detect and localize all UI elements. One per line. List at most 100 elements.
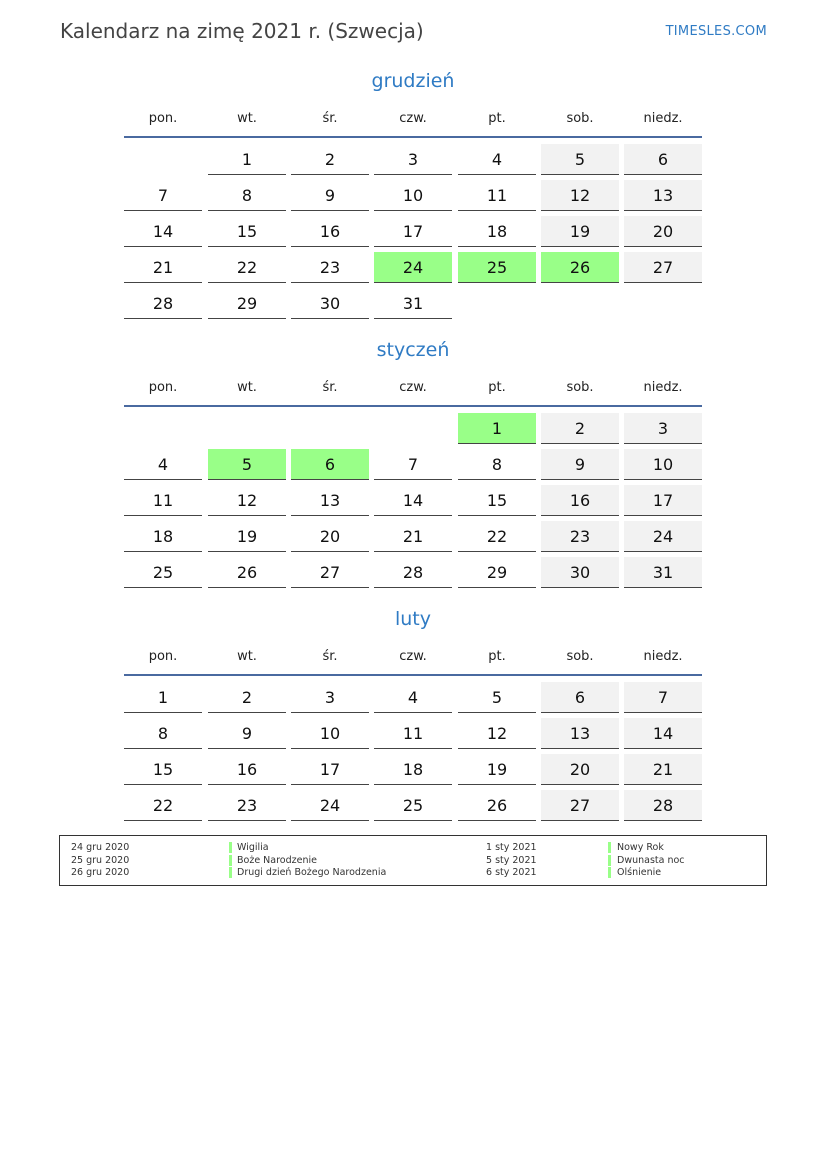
day-cell: 29 — [458, 557, 536, 588]
weekday-header: śr. — [322, 111, 338, 126]
day-cell: 12 — [458, 718, 536, 749]
holiday-date: 26 gru 2020 — [71, 867, 130, 878]
weekday-header: czw. — [399, 380, 427, 395]
day-cell: 20 — [291, 521, 369, 552]
day-cell: 24 — [374, 252, 452, 283]
holiday-name: Wigilia — [237, 842, 269, 853]
day-cell: 16 — [291, 216, 369, 247]
day-cell: 22 — [208, 252, 286, 283]
day-cell: 15 — [124, 754, 202, 785]
day-cell: 5 — [541, 144, 619, 175]
weekday-header: pon. — [148, 111, 178, 126]
day-cell: 27 — [541, 790, 619, 821]
day-cell: 11 — [124, 485, 202, 516]
day-cell: 14 — [374, 485, 452, 516]
day-cell: 25 — [124, 557, 202, 588]
holiday-date: 24 gru 2020 — [71, 842, 130, 853]
day-cell: 23 — [291, 252, 369, 283]
day-cell: 25 — [458, 252, 536, 283]
day-cell: 21 — [374, 521, 452, 552]
day-cell: 10 — [291, 718, 369, 749]
day-cell: 13 — [291, 485, 369, 516]
day-cell: 2 — [541, 413, 619, 444]
weekday-header: czw. — [399, 649, 427, 664]
weekday-header: śr. — [322, 380, 338, 395]
day-cell: 2 — [291, 144, 369, 175]
month-title: styczeń — [376, 339, 450, 361]
day-cell: 26 — [208, 557, 286, 588]
day-cell: 17 — [374, 216, 452, 247]
weekday-header: pt. — [488, 380, 506, 395]
weekday-header: wt. — [237, 380, 257, 395]
holiday-name: Dwunasta noc — [617, 854, 685, 866]
holiday-date: 25 gru 2020 — [71, 854, 130, 866]
day-cell: 3 — [291, 682, 369, 713]
weekday-header: wt. — [237, 111, 257, 126]
day-cell: 29 — [208, 288, 286, 319]
weekday-header: pon. — [148, 649, 178, 664]
header-divider — [124, 136, 702, 138]
day-cell: 5 — [458, 682, 536, 713]
holiday-marker — [608, 854, 611, 866]
day-cell: 19 — [208, 521, 286, 552]
day-cell: 24 — [624, 521, 702, 552]
weekday-header: pon. — [148, 380, 178, 395]
holiday-name: Boże Narodzenie — [237, 854, 317, 866]
day-cell: 9 — [541, 449, 619, 480]
day-cell: 31 — [374, 288, 452, 319]
month-title: grudzień — [371, 70, 455, 92]
day-cell: 15 — [208, 216, 286, 247]
day-cell: 18 — [374, 754, 452, 785]
day-cell: 13 — [624, 180, 702, 211]
day-cell: 30 — [541, 557, 619, 588]
day-cell: 12 — [541, 180, 619, 211]
day-cell: 7 — [124, 180, 202, 211]
holiday-marker — [608, 842, 611, 853]
holiday-name: Nowy Rok — [617, 842, 664, 853]
day-cell: 13 — [541, 718, 619, 749]
day-cell: 26 — [541, 252, 619, 283]
day-cell: 11 — [374, 718, 452, 749]
day-cell: 10 — [374, 180, 452, 211]
day-cell: 4 — [124, 449, 202, 480]
weekday-header: niedz. — [643, 380, 683, 395]
month-title: luty — [394, 608, 431, 630]
holiday-date: 6 sty 2021 — [486, 867, 537, 878]
weekday-header: niedz. — [643, 111, 683, 126]
day-cell: 9 — [208, 718, 286, 749]
weekday-header: śr. — [322, 649, 338, 664]
day-cell: 18 — [458, 216, 536, 247]
day-cell: 8 — [124, 718, 202, 749]
day-cell: 6 — [541, 682, 619, 713]
day-cell: 3 — [374, 144, 452, 175]
header-divider — [124, 674, 702, 676]
holiday-legend: 24 gru 2020 Wigilia 25 gru 2020 Boże Naro… — [59, 835, 767, 886]
day-cell: 8 — [458, 449, 536, 480]
day-cell: 17 — [291, 754, 369, 785]
day-cell: 1 — [458, 413, 536, 444]
day-cell: 20 — [541, 754, 619, 785]
day-cell: 15 — [458, 485, 536, 516]
day-cell: 28 — [624, 790, 702, 821]
day-cell: 25 — [374, 790, 452, 821]
day-cell: 4 — [458, 144, 536, 175]
day-cell: 28 — [374, 557, 452, 588]
holiday-marker — [229, 842, 232, 853]
day-cell: 21 — [624, 754, 702, 785]
weekday-header: niedz. — [643, 649, 683, 664]
holiday-marker — [608, 867, 611, 878]
header-divider — [124, 405, 702, 407]
weekday-header: sob. — [566, 111, 594, 126]
day-cell: 27 — [291, 557, 369, 588]
day-cell: 2 — [208, 682, 286, 713]
weekday-header: sob. — [566, 649, 594, 664]
holiday-date: 5 sty 2021 — [486, 854, 537, 866]
day-cell: 11 — [458, 180, 536, 211]
day-cell: 26 — [458, 790, 536, 821]
weekday-header: sob. — [566, 380, 594, 395]
brand-link[interactable]: TIMESLES.COM — [665, 24, 767, 39]
weekday-header: wt. — [237, 649, 257, 664]
day-cell: 31 — [624, 557, 702, 588]
day-cell: 28 — [124, 288, 202, 319]
